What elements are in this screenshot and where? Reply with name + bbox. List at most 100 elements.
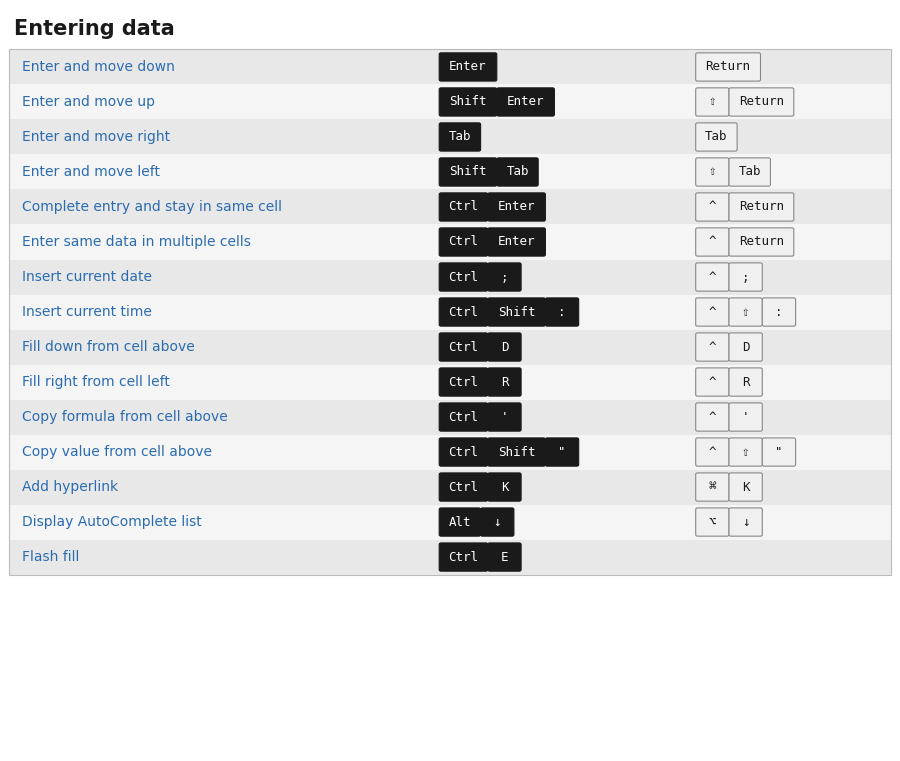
FancyBboxPatch shape	[439, 473, 488, 501]
Text: K: K	[500, 480, 508, 494]
FancyBboxPatch shape	[439, 333, 488, 361]
Text: R: R	[742, 375, 750, 389]
FancyBboxPatch shape	[439, 298, 488, 326]
Text: D: D	[500, 340, 508, 354]
FancyBboxPatch shape	[488, 298, 545, 326]
Text: Ctrl: Ctrl	[448, 550, 479, 564]
Bar	[9, 435, 891, 470]
FancyBboxPatch shape	[729, 508, 762, 537]
Text: Shift: Shift	[498, 305, 536, 319]
Text: Tab: Tab	[449, 130, 472, 144]
Bar	[9, 540, 891, 575]
FancyBboxPatch shape	[696, 368, 729, 396]
Text: D: D	[742, 340, 750, 354]
Text: Shift: Shift	[449, 165, 487, 179]
Text: ^: ^	[708, 270, 716, 284]
Text: ^: ^	[708, 200, 716, 214]
FancyBboxPatch shape	[696, 508, 729, 537]
FancyBboxPatch shape	[729, 298, 762, 326]
Text: ^: ^	[708, 305, 716, 319]
Text: Ctrl: Ctrl	[448, 305, 479, 319]
FancyBboxPatch shape	[545, 438, 579, 466]
Bar	[9, 400, 891, 435]
FancyBboxPatch shape	[696, 473, 729, 501]
FancyBboxPatch shape	[729, 228, 794, 256]
Text: ↓: ↓	[742, 515, 750, 529]
FancyBboxPatch shape	[696, 88, 729, 116]
FancyBboxPatch shape	[729, 263, 762, 291]
Text: Enter and move up: Enter and move up	[22, 95, 156, 109]
Text: ": "	[775, 445, 783, 459]
FancyBboxPatch shape	[488, 438, 545, 466]
FancyBboxPatch shape	[762, 298, 796, 326]
FancyBboxPatch shape	[439, 368, 488, 396]
Text: Fill right from cell left: Fill right from cell left	[22, 375, 170, 389]
Text: Add hyperlink: Add hyperlink	[22, 480, 119, 494]
FancyBboxPatch shape	[545, 298, 579, 326]
FancyBboxPatch shape	[729, 438, 762, 466]
Bar	[9, 330, 891, 365]
Text: Enter: Enter	[449, 60, 487, 74]
FancyBboxPatch shape	[729, 193, 794, 221]
FancyBboxPatch shape	[696, 438, 729, 466]
Bar	[9, 189, 891, 224]
Bar	[9, 295, 891, 330]
FancyBboxPatch shape	[439, 123, 481, 151]
Text: Ctrl: Ctrl	[448, 410, 479, 424]
Text: Enter: Enter	[498, 200, 536, 214]
Text: :: :	[775, 305, 783, 319]
FancyBboxPatch shape	[497, 88, 554, 116]
Text: Return: Return	[739, 235, 784, 249]
FancyBboxPatch shape	[762, 438, 796, 466]
Text: Tab: Tab	[706, 130, 728, 144]
Bar	[9, 365, 891, 400]
FancyBboxPatch shape	[696, 263, 729, 291]
Text: Enter: Enter	[507, 95, 544, 109]
Text: ^: ^	[708, 445, 716, 459]
FancyBboxPatch shape	[729, 403, 762, 431]
Bar	[9, 49, 891, 575]
FancyBboxPatch shape	[439, 543, 488, 572]
FancyBboxPatch shape	[729, 368, 762, 396]
Text: Tab: Tab	[738, 165, 761, 179]
Text: Complete entry and stay in same cell: Complete entry and stay in same cell	[22, 200, 283, 214]
Text: Insert current time: Insert current time	[22, 305, 152, 319]
FancyBboxPatch shape	[488, 263, 521, 291]
Text: ^: ^	[708, 375, 716, 389]
FancyBboxPatch shape	[696, 403, 729, 431]
FancyBboxPatch shape	[488, 403, 521, 431]
FancyBboxPatch shape	[497, 158, 538, 186]
Text: Return: Return	[706, 60, 751, 74]
FancyBboxPatch shape	[488, 228, 545, 256]
Text: Ctrl: Ctrl	[448, 235, 479, 249]
Text: Return: Return	[739, 95, 784, 109]
FancyBboxPatch shape	[439, 228, 488, 256]
FancyBboxPatch shape	[696, 193, 729, 221]
Text: Ctrl: Ctrl	[448, 270, 479, 284]
Text: Ctrl: Ctrl	[448, 340, 479, 354]
Text: ⇧: ⇧	[742, 445, 750, 459]
Text: ^: ^	[708, 340, 716, 354]
Text: ⇧: ⇧	[708, 165, 716, 179]
Text: Ctrl: Ctrl	[448, 445, 479, 459]
Text: Enter: Enter	[498, 235, 536, 249]
Text: E: E	[500, 550, 508, 564]
Text: ;: ;	[742, 270, 750, 284]
FancyBboxPatch shape	[488, 333, 521, 361]
Text: R: R	[500, 375, 508, 389]
Text: Display AutoComplete list: Display AutoComplete list	[22, 515, 202, 529]
Text: Shift: Shift	[498, 445, 536, 459]
Text: ⇧: ⇧	[742, 305, 750, 319]
Bar	[9, 84, 891, 119]
Text: ;: ;	[500, 270, 508, 284]
Text: Entering data: Entering data	[14, 19, 175, 39]
FancyBboxPatch shape	[439, 263, 488, 291]
Text: :: :	[558, 305, 566, 319]
FancyBboxPatch shape	[696, 298, 729, 326]
Bar	[9, 470, 891, 505]
FancyBboxPatch shape	[439, 158, 497, 186]
Text: ⌥: ⌥	[708, 515, 716, 529]
FancyBboxPatch shape	[729, 333, 762, 361]
FancyBboxPatch shape	[439, 193, 488, 221]
Text: ↓: ↓	[493, 515, 501, 529]
